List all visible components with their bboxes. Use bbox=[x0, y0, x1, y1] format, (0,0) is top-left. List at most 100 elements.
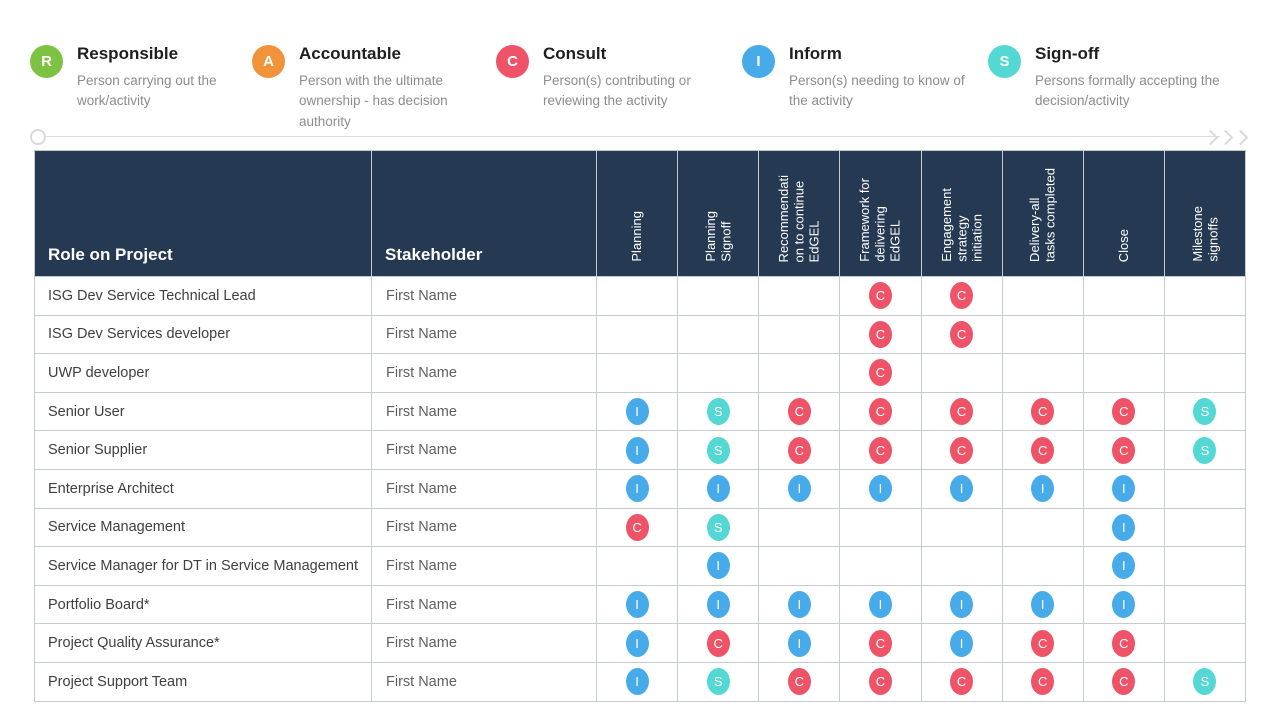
raci-badge-c: C bbox=[1031, 398, 1055, 426]
matrix-cell: I bbox=[677, 546, 760, 586]
raci-badge-i: I bbox=[706, 552, 730, 580]
legend-title: Consult bbox=[543, 44, 607, 63]
matrix-cell bbox=[839, 507, 922, 548]
raci-badge-c: C bbox=[1112, 668, 1136, 696]
legend-item-consult: C Consult Person(s) contributing or revi… bbox=[496, 44, 721, 112]
raci-badge-i: I bbox=[1112, 475, 1136, 503]
matrix-cell bbox=[677, 276, 760, 316]
matrix-cell: C bbox=[839, 314, 922, 355]
matrix-cell bbox=[677, 353, 760, 393]
role-cell: Senior User bbox=[34, 391, 372, 432]
matrix-cell: C bbox=[1001, 661, 1084, 702]
raci-badge-c: C bbox=[787, 436, 811, 464]
matrix-cell: S bbox=[677, 661, 760, 702]
stakeholder-cell: First Name bbox=[371, 276, 597, 316]
raci-badge-i: I bbox=[868, 591, 892, 619]
matrix-cell bbox=[920, 507, 1003, 548]
matrix-cell: I bbox=[595, 623, 679, 663]
signoff-badge-icon: S bbox=[988, 45, 1021, 78]
matrix-cell: I bbox=[1082, 507, 1165, 548]
matrix-cell bbox=[677, 314, 760, 355]
responsible-badge-icon: R bbox=[30, 45, 63, 78]
raci-table-header: Role on Project Stakeholder Planning Pla… bbox=[34, 150, 1247, 277]
table-row: Enterprise Architect First Name I I I I I I I bbox=[34, 468, 1247, 509]
matrix-cell: C bbox=[839, 391, 922, 432]
raci-badge-c: C bbox=[868, 282, 892, 310]
raci-badge-i: I bbox=[868, 475, 892, 503]
accountable-badge-icon: A bbox=[252, 45, 285, 78]
matrix-cell: I bbox=[920, 623, 1003, 663]
raci-badge-s: S bbox=[1193, 668, 1217, 696]
matrix-cell: I bbox=[595, 661, 679, 702]
matrix-cell bbox=[1163, 353, 1247, 393]
raci-badge-i: I bbox=[625, 398, 649, 426]
circle-marker-icon bbox=[30, 129, 46, 145]
matrix-cell: C bbox=[758, 661, 841, 702]
matrix-cell: C bbox=[1001, 623, 1084, 663]
stakeholder-cell: First Name bbox=[371, 584, 597, 625]
raci-badge-c: C bbox=[868, 320, 892, 348]
matrix-cell: C bbox=[1001, 430, 1084, 470]
matrix-cell: I bbox=[1082, 468, 1165, 509]
matrix-cell: I bbox=[839, 468, 922, 509]
matrix-cell: C bbox=[920, 276, 1003, 316]
column-header-delivery: Delivery-all tasks completed bbox=[1001, 150, 1084, 277]
matrix-cell: C bbox=[839, 276, 922, 316]
raci-badge-s: S bbox=[1193, 436, 1217, 464]
table-row: Project Support Team First Name I S C C C C C S bbox=[34, 661, 1247, 702]
matrix-cell bbox=[758, 546, 841, 586]
stakeholder-cell: First Name bbox=[371, 314, 597, 355]
matrix-cell: C bbox=[920, 661, 1003, 702]
raci-badge-i: I bbox=[625, 475, 649, 503]
raci-badge-i: I bbox=[950, 475, 974, 503]
timeline-line bbox=[45, 136, 1220, 137]
legend-description: Person(s) needing to know of the activit… bbox=[789, 73, 965, 109]
matrix-cell bbox=[1163, 468, 1247, 509]
matrix-cell bbox=[1082, 314, 1165, 355]
raci-badge-c: C bbox=[1112, 629, 1136, 657]
matrix-cell: I bbox=[1001, 584, 1084, 625]
raci-badge-i: I bbox=[1112, 591, 1136, 619]
legend-description: Person with the ultimate ownership - has… bbox=[299, 73, 448, 129]
matrix-cell: C bbox=[1082, 391, 1165, 432]
stakeholder-cell: First Name bbox=[371, 391, 597, 432]
matrix-cell bbox=[1001, 507, 1084, 548]
table-row: Senior Supplier First Name I S C C C C C S bbox=[34, 430, 1247, 470]
legend-title: Accountable bbox=[299, 44, 402, 63]
table-row: UWP developer First Name C bbox=[34, 353, 1247, 393]
legend-description: Person(s) contributing or reviewing the … bbox=[543, 73, 691, 109]
raci-badge-c: C bbox=[868, 668, 892, 696]
column-header-engagement: Engagement strategy initiation bbox=[920, 150, 1003, 277]
column-header-planning: Planning bbox=[595, 150, 679, 277]
matrix-cell: I bbox=[677, 468, 760, 509]
matrix-cell: I bbox=[595, 391, 679, 432]
matrix-cell: C bbox=[677, 623, 760, 663]
matrix-cell bbox=[1163, 584, 1247, 625]
raci-table: Role on Project Stakeholder Planning Pla… bbox=[34, 150, 1247, 702]
matrix-cell bbox=[1001, 276, 1084, 316]
matrix-cell: I bbox=[1001, 468, 1084, 509]
matrix-cell: C bbox=[758, 430, 841, 470]
raci-badge-c: C bbox=[950, 398, 974, 426]
raci-badge-c: C bbox=[950, 668, 974, 696]
raci-badge-i: I bbox=[1112, 513, 1136, 541]
raci-badge-s: S bbox=[706, 513, 730, 541]
matrix-cell: S bbox=[677, 391, 760, 432]
raci-badge-i: I bbox=[625, 436, 649, 464]
legend-title: Inform bbox=[789, 44, 842, 63]
role-cell: Service Manager for DT in Service Manage… bbox=[34, 546, 372, 586]
column-header-planning-signoff: Planning Signoff bbox=[677, 150, 760, 277]
matrix-cell: C bbox=[595, 507, 679, 548]
role-cell: Portfolio Board* bbox=[34, 584, 372, 625]
raci-badge-i: I bbox=[1031, 475, 1055, 503]
role-cell: ISG Dev Service Technical Lead bbox=[34, 276, 372, 316]
raci-badge-s: S bbox=[1193, 398, 1217, 426]
table-row: ISG Dev Service Technical Lead First Name… bbox=[34, 276, 1247, 316]
consult-badge-icon: C bbox=[496, 45, 529, 78]
matrix-cell: C bbox=[839, 353, 922, 393]
matrix-cell: C bbox=[920, 430, 1003, 470]
column-header-stakeholder: Stakeholder bbox=[371, 150, 597, 277]
matrix-cell bbox=[1163, 623, 1247, 663]
matrix-cell: I bbox=[677, 584, 760, 625]
raci-badge-i: I bbox=[625, 629, 649, 657]
